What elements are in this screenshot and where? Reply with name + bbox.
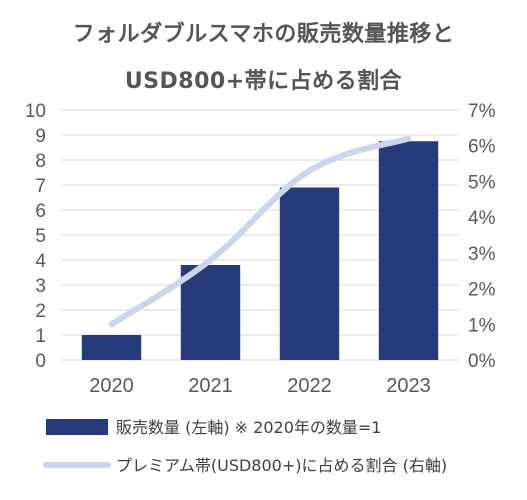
legend-label-bar: 販売数量 (左軸) ※ 2020年の数量=1 bbox=[116, 418, 381, 437]
y-left-tick-label: 4 bbox=[35, 251, 46, 272]
x-tick-label: 2021 bbox=[188, 375, 233, 397]
y-right-tick-label: 7% bbox=[468, 101, 496, 122]
y-left-tick-label: 2 bbox=[35, 301, 46, 322]
y-left-tick-label: 5 bbox=[35, 226, 46, 247]
y-left-tick-label: 6 bbox=[35, 201, 46, 222]
y-left-tick-label: 10 bbox=[25, 101, 46, 122]
x-tick-label: 2020 bbox=[89, 375, 134, 397]
x-tick-label: 2023 bbox=[386, 375, 431, 397]
line-series-premium-share bbox=[108, 135, 412, 328]
y-right-tick-label: 3% bbox=[468, 244, 496, 265]
y-right-tick-label: 6% bbox=[468, 137, 496, 158]
bar-2022 bbox=[279, 187, 340, 360]
bar-2021 bbox=[180, 265, 241, 360]
y-left-tick-label: 1 bbox=[35, 326, 46, 347]
legend-label-line: プレミアム帯(USD800+)に占める割合 (右軸) bbox=[116, 456, 447, 475]
y-left-tick-label: 3 bbox=[35, 276, 46, 297]
y-right-tick-label: 4% bbox=[468, 208, 496, 229]
y-left-tick-label: 0 bbox=[35, 351, 46, 372]
y-right-tick-label: 1% bbox=[468, 315, 496, 336]
y-right-tick-label: 0% bbox=[468, 351, 496, 372]
y-left-tick-label: 9 bbox=[35, 126, 46, 147]
bar-2020 bbox=[81, 335, 142, 360]
legend-swatch-bar bbox=[46, 419, 108, 435]
y-left-tick-label: 7 bbox=[35, 176, 46, 197]
y-right-tick-label: 2% bbox=[468, 280, 496, 301]
y-left-tick-label: 8 bbox=[35, 151, 46, 172]
chart-title-line-1: フォルダブルスマホの販売数量推移と bbox=[72, 22, 455, 47]
y-right-tick-label: 5% bbox=[468, 172, 496, 193]
x-tick-label: 2022 bbox=[287, 375, 332, 397]
chart-title-line-2: USD800+帯に占める割合 bbox=[124, 69, 403, 94]
bar-2023 bbox=[378, 141, 439, 360]
